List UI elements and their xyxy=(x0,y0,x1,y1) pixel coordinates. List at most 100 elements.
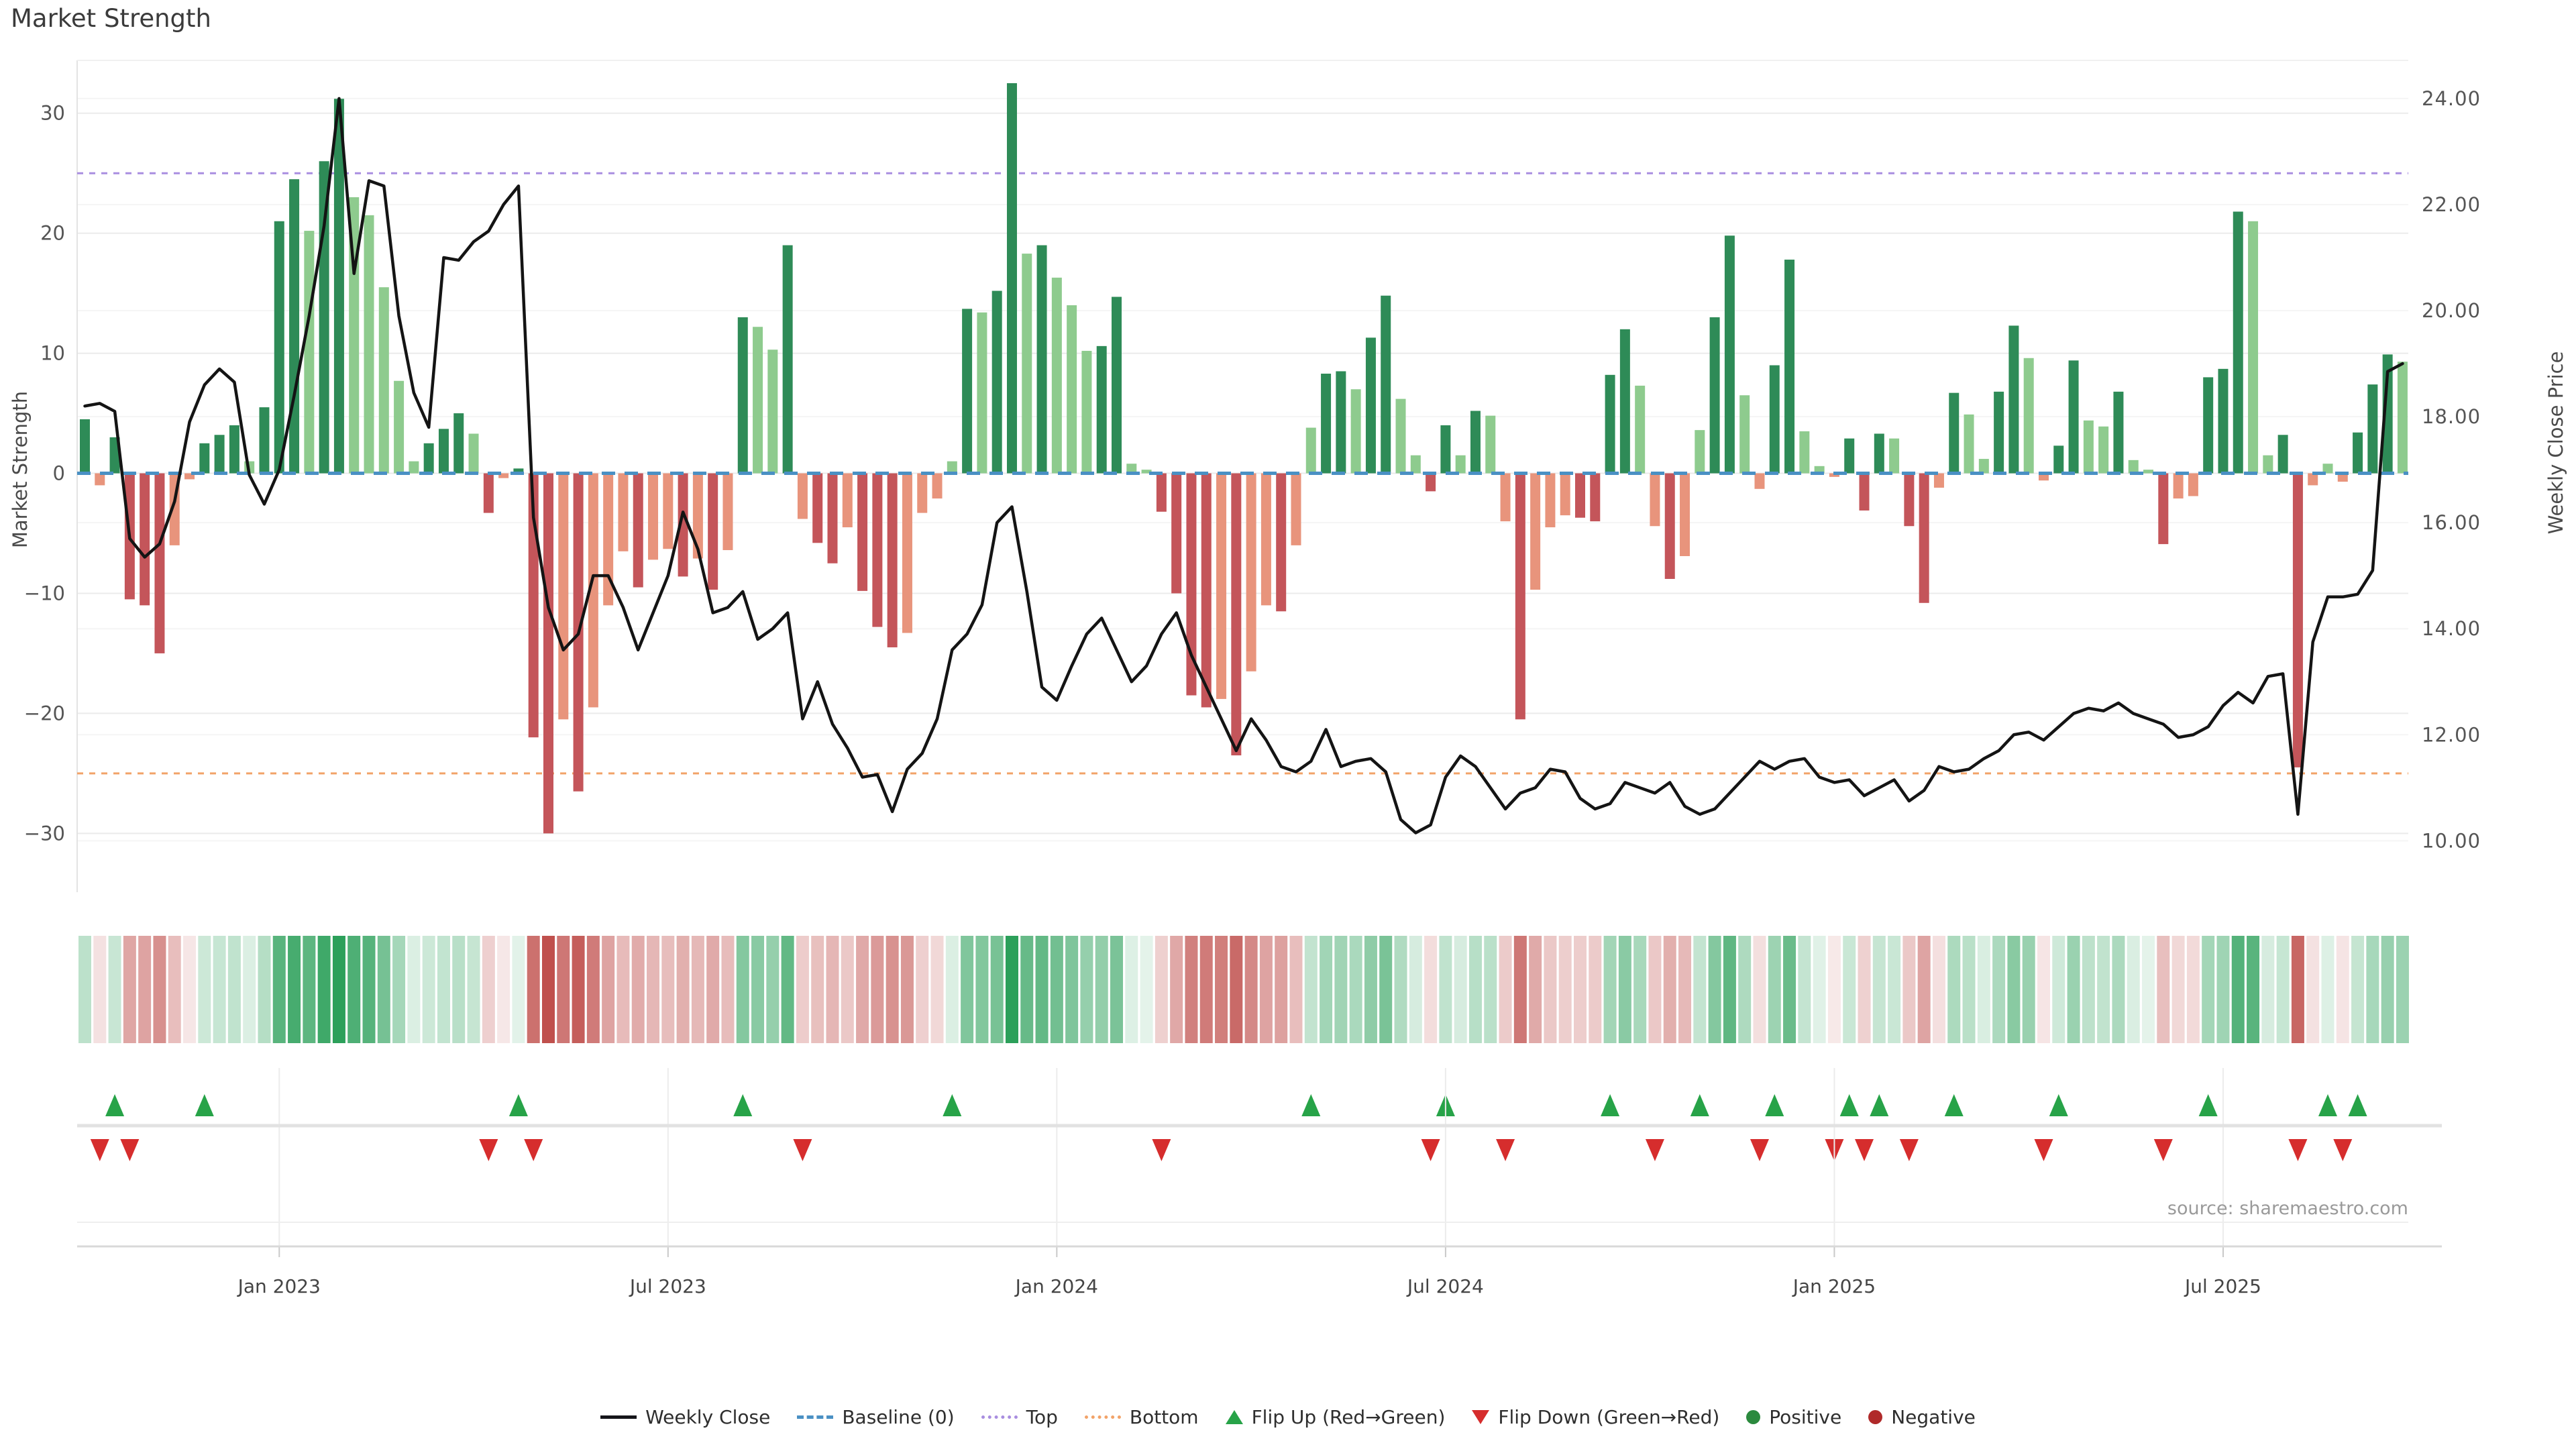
strength-bar[interactable] xyxy=(1470,411,1481,474)
strength-bar[interactable] xyxy=(1291,473,1301,545)
heatmap-cell[interactable] xyxy=(272,936,286,1043)
heatmap-cell[interactable] xyxy=(631,936,645,1043)
strength-bar[interactable] xyxy=(1784,260,1795,474)
strength-bar[interactable] xyxy=(1260,473,1271,606)
strength-bar[interactable] xyxy=(678,473,688,577)
strength-bar[interactable] xyxy=(977,312,987,474)
heatmap-cell[interactable] xyxy=(826,936,839,1043)
heatmap-cell[interactable] xyxy=(497,936,511,1043)
heatmap-cell[interactable] xyxy=(1035,936,1049,1043)
heatmap-cell[interactable] xyxy=(900,936,914,1043)
strength-bar[interactable] xyxy=(1754,473,1765,489)
heatmap-cell[interactable] xyxy=(1468,936,1482,1043)
strength-bar[interactable] xyxy=(708,473,718,590)
heatmap-cell[interactable] xyxy=(1170,936,1183,1043)
flip-down-marker[interactable] xyxy=(2034,1139,2053,1161)
strength-bar[interactable] xyxy=(2322,464,2333,474)
heatmap-cell[interactable] xyxy=(2381,936,2394,1043)
heatmap-cell[interactable] xyxy=(1320,936,1333,1043)
strength-bar[interactable] xyxy=(1695,430,1705,474)
legend-item-weekly-close[interactable]: Weekly Close xyxy=(600,1406,770,1428)
heatmap-cell[interactable] xyxy=(482,936,495,1043)
flip-up-marker[interactable] xyxy=(508,1094,528,1116)
heatmap-cell[interactable] xyxy=(781,936,794,1043)
heatmap-cell[interactable] xyxy=(243,936,256,1043)
heatmap-cell[interactable] xyxy=(258,936,271,1043)
strength-bar[interactable] xyxy=(1036,245,1047,474)
heatmap-cell[interactable] xyxy=(796,936,809,1043)
strength-bar[interactable] xyxy=(453,413,464,474)
heatmap-cell[interactable] xyxy=(885,936,899,1043)
strength-bar[interactable] xyxy=(842,473,853,528)
strength-bar[interactable] xyxy=(2083,420,2094,474)
strength-bar[interactable] xyxy=(2173,473,2184,499)
heatmap-cell[interactable] xyxy=(377,936,390,1043)
strength-bar[interactable] xyxy=(1051,277,1062,474)
heatmap-cell[interactable] xyxy=(1484,936,1497,1043)
strength-bar[interactable] xyxy=(2158,473,2169,545)
heatmap-cell[interactable] xyxy=(123,936,136,1043)
heatmap-cell[interactable] xyxy=(1289,936,1303,1043)
strength-bar[interactable] xyxy=(1664,473,1675,579)
strength-bar[interactable] xyxy=(1978,459,1989,474)
heatmap-cell[interactable] xyxy=(227,936,241,1043)
strength-bar[interactable] xyxy=(1590,473,1601,522)
heatmap-cell[interactable] xyxy=(2067,936,2080,1043)
strength-bar[interactable] xyxy=(1096,345,1107,474)
legend-item-flip-up[interactable]: Flip Up (Red→Green) xyxy=(1225,1406,1445,1428)
strength-bar[interactable] xyxy=(95,473,105,486)
heatmap-cell[interactable] xyxy=(1872,936,1886,1043)
flip-down-marker[interactable] xyxy=(1645,1139,1664,1161)
flip-down-marker[interactable] xyxy=(1152,1139,1171,1161)
strength-bar[interactable] xyxy=(140,473,150,606)
heatmap-cell[interactable] xyxy=(347,936,361,1043)
heatmap-cell[interactable] xyxy=(2052,936,2065,1043)
strength-bar[interactable] xyxy=(872,473,883,627)
strength-bar[interactable] xyxy=(199,443,210,474)
strength-bar[interactable] xyxy=(2053,445,2064,474)
heatmap-cell[interactable] xyxy=(1962,936,1976,1043)
heatmap-cell[interactable] xyxy=(1798,936,1811,1043)
heatmap-cell[interactable] xyxy=(2261,936,2275,1043)
heatmap-cell[interactable] xyxy=(2306,936,2320,1043)
heatmap-cell[interactable] xyxy=(647,936,660,1043)
strength-bar[interactable] xyxy=(2203,377,2214,474)
strength-bar[interactable] xyxy=(1171,473,1182,594)
heatmap-cell[interactable] xyxy=(1768,936,1781,1043)
strength-bar[interactable] xyxy=(1126,464,1137,474)
heatmap-cell[interactable] xyxy=(1738,936,1752,1043)
heatmap-cell[interactable] xyxy=(2157,936,2170,1043)
heatmap-cell[interactable] xyxy=(1065,936,1079,1043)
strength-bar[interactable] xyxy=(1799,431,1810,474)
heatmap-cell[interactable] xyxy=(1499,936,1512,1043)
heatmap-cell[interactable] xyxy=(362,936,376,1043)
flip-up-marker[interactable] xyxy=(1301,1094,1321,1116)
strength-bar[interactable] xyxy=(2068,360,2079,474)
flip-up-marker[interactable] xyxy=(2348,1094,2367,1116)
strength-bar[interactable] xyxy=(932,473,943,499)
heatmap-cell[interactable] xyxy=(2112,936,2125,1043)
heatmap-cell[interactable] xyxy=(198,936,211,1043)
heatmap-cell[interactable] xyxy=(1618,936,1631,1043)
flip-up-marker[interactable] xyxy=(1601,1094,1620,1116)
heatmap-cell[interactable] xyxy=(78,936,91,1043)
heatmap-cell[interactable] xyxy=(1005,936,1018,1043)
strength-bar[interactable] xyxy=(1440,425,1451,474)
legend-item-top[interactable]: Top xyxy=(981,1406,1058,1428)
heatmap-cell[interactable] xyxy=(1693,936,1707,1043)
heatmap-cell[interactable] xyxy=(2276,936,2290,1043)
heatmap-cell[interactable] xyxy=(1155,936,1168,1043)
strength-bar[interactable] xyxy=(618,473,629,551)
heatmap-cell[interactable] xyxy=(1723,936,1736,1043)
heatmap-cell[interactable] xyxy=(2007,936,2021,1043)
heatmap-cell[interactable] xyxy=(541,936,555,1043)
heatmap-cell[interactable] xyxy=(2216,936,2230,1043)
strength-bar[interactable] xyxy=(378,287,389,474)
strength-bar[interactable] xyxy=(1650,473,1660,527)
strength-bar[interactable] xyxy=(543,473,553,834)
strength-bar[interactable] xyxy=(902,473,912,633)
flip-up-marker[interactable] xyxy=(1870,1094,1889,1116)
heatmap-cell[interactable] xyxy=(1095,936,1108,1043)
heatmap-cell[interactable] xyxy=(1558,936,1572,1043)
heatmap-cell[interactable] xyxy=(706,936,720,1043)
